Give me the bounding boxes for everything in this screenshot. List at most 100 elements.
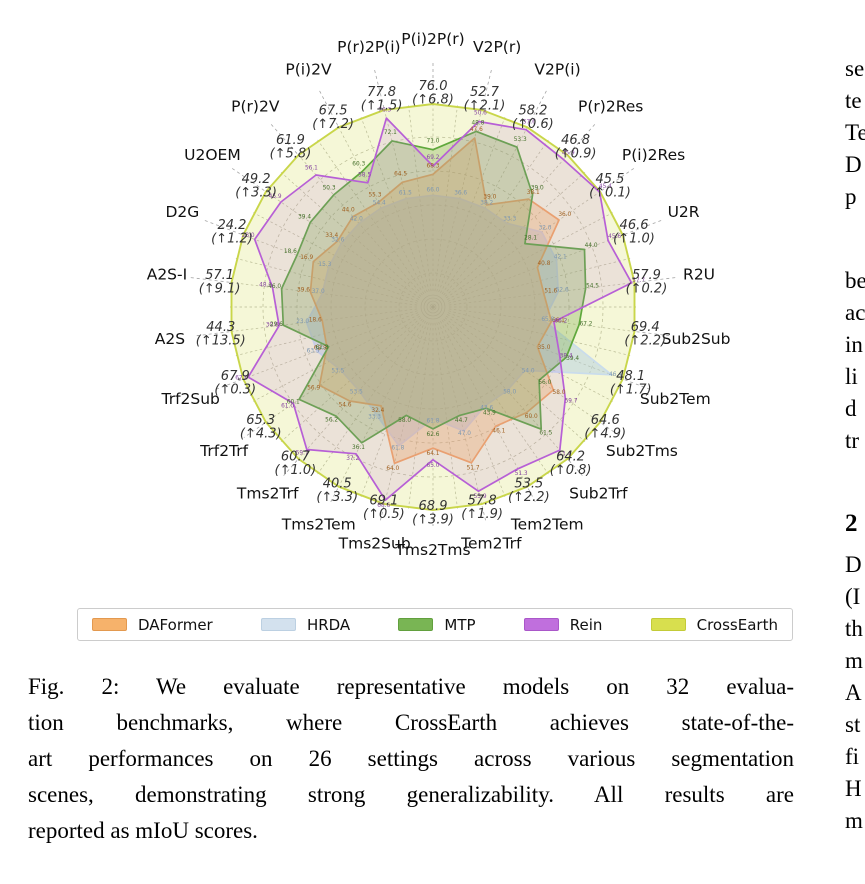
axis-label: Tms2Tem — [281, 516, 356, 534]
vertex-value-label: 40.8 — [537, 261, 550, 267]
vertex-value-label: 53.5 — [331, 369, 344, 375]
vertex-value-label: 72.1 — [384, 130, 397, 136]
vertex-value-label: 23.0 — [296, 319, 309, 325]
vertex-value-label: 32.4 — [371, 408, 384, 414]
grid-ring — [398, 272, 468, 342]
axis-label: D2G — [166, 203, 200, 221]
grid-spoke — [408, 105, 432, 292]
axis-label: Tem2Trf — [460, 535, 522, 553]
vertex-value-label: 66.2 — [554, 319, 567, 325]
vertex-value-label: 23.0 — [242, 233, 255, 239]
grid-spoke — [338, 127, 426, 293]
vertex-value-label: 56.9 — [307, 385, 320, 391]
vertex-value-label: 64.5 — [394, 171, 407, 177]
caption-line: scenes, demonstrating strong generalizab… — [28, 782, 794, 807]
vertex-value-label: 65.8 — [541, 317, 554, 323]
grid-bullseye — [429, 303, 437, 311]
vertex-value-label: 45.9 — [269, 194, 282, 200]
axis-label: Sub2Trf — [569, 485, 628, 503]
axis-leader-line — [374, 69, 385, 109]
vertex-value-label: 60.1 — [287, 399, 300, 405]
grid-spoke — [280, 317, 422, 442]
vertex-value-label: 50.6 — [474, 111, 487, 117]
vertex-value-label: 45.4 — [599, 184, 612, 190]
series-polygon-hrda — [305, 194, 613, 447]
vertex-value-label: 43.6 — [480, 405, 493, 411]
grid-spoke — [253, 314, 419, 402]
vertex-value-label: 56.0 — [538, 380, 551, 386]
vertex-value-label: 18.6 — [284, 249, 297, 255]
axis-best-value: 69.4 (↑2.2) — [624, 320, 666, 349]
vertex-value-label: 36.0 — [558, 212, 571, 218]
axis-label: V2P(r) — [473, 38, 521, 56]
grid-spoke — [448, 310, 631, 356]
vertex-value-label: 53.3 — [514, 137, 527, 143]
axis-best-value: 53.5 (↑2.2) — [508, 477, 550, 506]
vertex-value-label: 61.8 — [391, 446, 404, 452]
axis-label: V2P(i) — [534, 61, 580, 79]
vertex-value-label: 68.6 — [377, 503, 390, 509]
legend-label: DAFormer — [138, 615, 213, 634]
vertex-value-label: 58.5 — [358, 173, 371, 179]
axis-label: Sub2Tms — [606, 442, 678, 460]
column-text-fragment: fi — [845, 744, 860, 769]
axis-label: A2S — [155, 330, 185, 348]
axis-best-value: 45.5 (↑0.1) — [589, 172, 631, 201]
legend-item-mtp: MTP — [398, 616, 476, 634]
grid-spoke — [434, 322, 458, 509]
vertex-value-label: 67.2 — [580, 322, 593, 328]
vertex-value-label: 54.4 — [373, 201, 386, 207]
vertex-value-label: 61.8 — [427, 419, 440, 425]
vertex-value-label: 38.1 — [527, 190, 540, 196]
vertex-value-label: 33.4 — [325, 233, 338, 239]
grid-bullseye — [420, 294, 446, 320]
column-text-fragment: in — [845, 332, 863, 357]
vertex-value-label: 37.2 — [346, 456, 359, 462]
column-text-fragment: th — [845, 616, 863, 641]
column-text-fragment: ac — [845, 300, 865, 325]
vertex-value-label: 60.3 — [352, 162, 365, 168]
vertex-value-label: 38.4 — [560, 353, 573, 359]
axis-leader-line — [190, 277, 230, 283]
axis-best-value: 44.3 (↑13.5) — [196, 320, 246, 349]
vertex-value-label: 42.0 — [350, 216, 363, 222]
grid-spoke — [447, 212, 613, 300]
vertex-value-label: 66.0 — [427, 187, 440, 193]
grid-spoke — [235, 258, 418, 304]
vertex-value-label: 67.6 — [235, 376, 248, 382]
axis-leader-line — [624, 379, 653, 391]
figure-caption: Fig. 2: We evaluate representative model… — [28, 669, 794, 849]
axis-best-value: 46.8 (↑0.9) — [555, 133, 597, 162]
grid-spoke — [448, 308, 635, 332]
axis-best-value: 76.0 (↑6.8) — [412, 79, 454, 108]
vertex-value-label: 44.7 — [455, 418, 468, 424]
vertex-value-label: 54.0 — [522, 369, 535, 375]
column-text-fragment: 2 — [845, 510, 858, 537]
mtp-swatch-icon — [398, 618, 434, 631]
grid-spoke — [298, 154, 423, 296]
axis-label: U2R — [668, 203, 700, 221]
grid-spoke — [253, 212, 419, 300]
grid-bullseye — [423, 297, 443, 317]
column-text-fragment: A — [845, 680, 862, 705]
vertex-value-label: 56.1 — [305, 166, 318, 172]
vertex-value-label: 65.0 — [427, 463, 440, 469]
vertex-value-label: 36.1 — [352, 445, 365, 451]
grid-spoke — [441, 139, 549, 295]
axis-leader-line — [243, 423, 265, 438]
grid-ring — [262, 136, 604, 478]
vertex-value-label: 39.0 — [531, 185, 544, 191]
grid-spoke — [436, 322, 482, 505]
column-text-fragment: p — [845, 184, 857, 209]
axis-best-value: 46.6 (↑1.0) — [613, 218, 655, 247]
legend-item-hrda: HRDA — [260, 616, 350, 634]
vertex-value-label: 48.0 — [259, 283, 272, 289]
grid-spoke — [440, 127, 528, 293]
column-text-fragment: D — [845, 152, 862, 177]
vertex-value-label: 63.5 — [307, 348, 320, 354]
vertex-value-label: 28.1 — [524, 236, 537, 242]
vertex-value-label: 36.6 — [454, 191, 467, 197]
vertex-value-label: 47.0 — [458, 431, 471, 437]
vertex-value-label: 39.0 — [483, 195, 496, 201]
column-text-fragment: se — [845, 56, 865, 81]
